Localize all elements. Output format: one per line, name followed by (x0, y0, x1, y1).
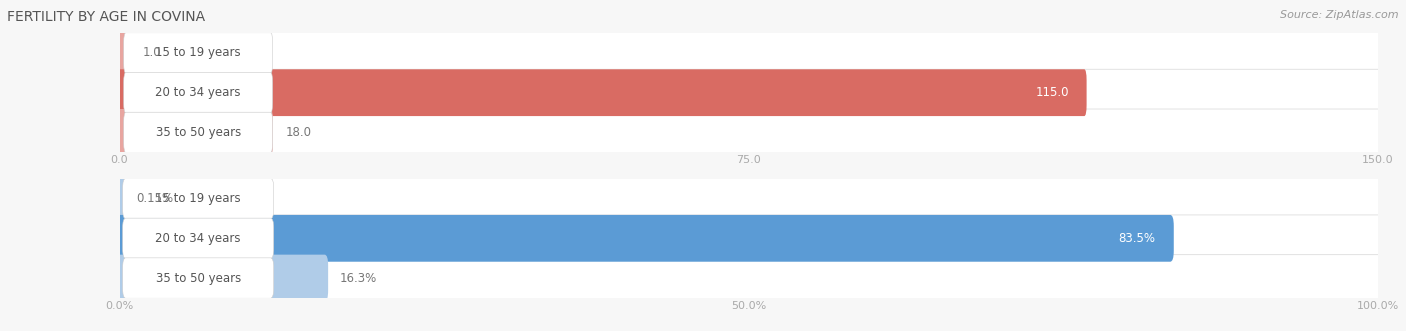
Text: 115.0: 115.0 (1036, 86, 1069, 99)
FancyBboxPatch shape (122, 178, 274, 219)
Text: 83.5%: 83.5% (1118, 232, 1156, 245)
FancyBboxPatch shape (124, 72, 273, 113)
FancyBboxPatch shape (117, 255, 328, 302)
Text: 15 to 19 years: 15 to 19 years (155, 192, 240, 205)
FancyBboxPatch shape (117, 109, 1381, 156)
Text: 18.0: 18.0 (285, 126, 312, 139)
Text: 20 to 34 years: 20 to 34 years (156, 86, 240, 99)
FancyBboxPatch shape (117, 29, 131, 76)
FancyBboxPatch shape (117, 175, 125, 222)
Text: 35 to 50 years: 35 to 50 years (156, 126, 240, 139)
FancyBboxPatch shape (122, 218, 274, 259)
FancyBboxPatch shape (122, 258, 274, 298)
Text: FERTILITY BY AGE IN COVINA: FERTILITY BY AGE IN COVINA (7, 10, 205, 24)
FancyBboxPatch shape (124, 112, 273, 153)
Text: 35 to 50 years: 35 to 50 years (156, 271, 240, 285)
FancyBboxPatch shape (117, 215, 1381, 262)
FancyBboxPatch shape (117, 175, 1381, 222)
Text: 1.0: 1.0 (143, 46, 162, 60)
FancyBboxPatch shape (117, 255, 1381, 302)
Text: 20 to 34 years: 20 to 34 years (156, 232, 240, 245)
FancyBboxPatch shape (117, 215, 1174, 262)
FancyBboxPatch shape (117, 109, 273, 156)
FancyBboxPatch shape (124, 33, 273, 73)
FancyBboxPatch shape (117, 29, 1381, 76)
Text: Source: ZipAtlas.com: Source: ZipAtlas.com (1281, 10, 1399, 20)
FancyBboxPatch shape (117, 69, 1087, 116)
FancyBboxPatch shape (117, 69, 1381, 116)
Text: 16.3%: 16.3% (340, 271, 377, 285)
Text: 0.15%: 0.15% (136, 192, 173, 205)
Text: 15 to 19 years: 15 to 19 years (155, 46, 240, 60)
